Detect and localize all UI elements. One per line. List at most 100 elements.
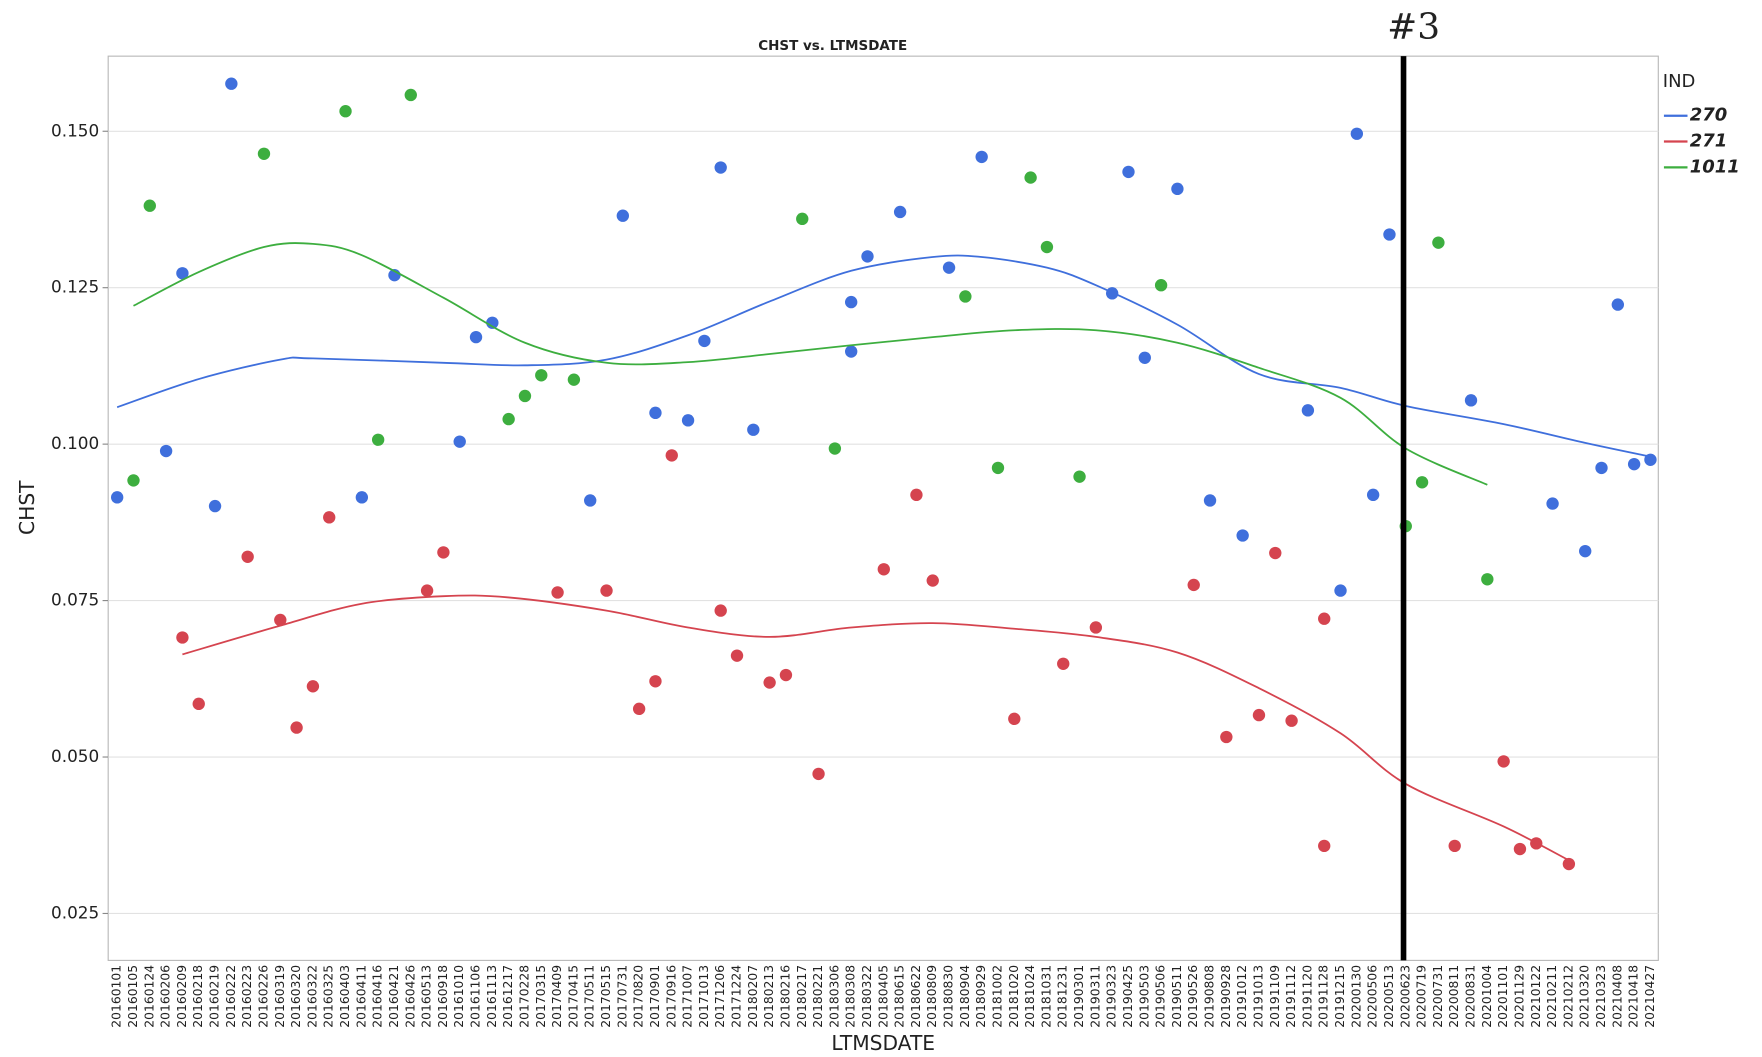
x-tick-label: 20201101 (1496, 965, 1510, 1028)
point (1154, 279, 1168, 292)
point (469, 330, 483, 344)
legend-label: 270 (1690, 105, 1728, 126)
point (665, 449, 678, 462)
point (1301, 404, 1315, 417)
x-tick-label: 20160319 (273, 965, 287, 1028)
x-tick-label: 20180207 (746, 965, 760, 1028)
x-tick-label: 20180216 (778, 965, 792, 1028)
x-tick-label: 20190928 (1219, 965, 1233, 1028)
point (1269, 546, 1282, 560)
point (893, 205, 907, 219)
point (1562, 857, 1576, 871)
x-tick-label: 20170415 (566, 965, 580, 1028)
point (1318, 612, 1331, 625)
x-tick-label: 20190311 (1088, 965, 1102, 1028)
x-tick-label: 20170315 (534, 965, 548, 1028)
x-tick-label: 20200719 (1415, 965, 1429, 1028)
x-tick-label: 20160223 (240, 965, 254, 1028)
x-tick-label: 20161106 (469, 965, 483, 1028)
smoother-line (116, 254, 1651, 458)
point (225, 77, 238, 90)
point (420, 584, 434, 597)
point (1138, 351, 1151, 364)
legend-title: IND (1663, 71, 1696, 92)
x-tick-label: 20160513 (420, 965, 434, 1028)
point (910, 488, 923, 502)
point (714, 604, 727, 617)
point (518, 389, 532, 403)
x-tick-label: 20180622 (909, 965, 923, 1028)
x-tick-label: 20180217 (795, 965, 809, 1028)
x-tick-label: 20180221 (811, 965, 825, 1028)
point (730, 649, 744, 662)
x-tick-label: 20210408 (1610, 965, 1624, 1028)
point (1448, 839, 1461, 853)
point (1203, 494, 1217, 507)
x-tick-label: 20180904 (958, 965, 972, 1028)
x-tick-label: 20171206 (713, 965, 727, 1028)
x-tick-label: 20191012 (1235, 965, 1249, 1028)
x-tick-label: 20210427 (1643, 965, 1657, 1028)
x-tick-label: 20190323 (1105, 965, 1119, 1028)
x-tick-label: 20161010 (452, 965, 466, 1028)
point (1236, 529, 1249, 542)
x-tick-label: 20170515 (599, 965, 613, 1028)
x-tick-label: 20170901 (648, 965, 662, 1028)
y-tick-label: 0.125 (51, 277, 99, 297)
x-tick-label: 20160226 (256, 965, 270, 1028)
x-tick-label: 20171224 (730, 965, 744, 1028)
point (127, 474, 140, 487)
x-tick-label: 20170511 (583, 965, 597, 1028)
point (861, 250, 874, 263)
point (942, 261, 956, 274)
point (1040, 240, 1054, 254)
point (567, 373, 581, 386)
point (763, 676, 776, 689)
point (502, 412, 515, 426)
x-tick-label: 20180615 (893, 965, 907, 1028)
x-tick-label: 20170409 (550, 965, 564, 1028)
point (1334, 584, 1347, 597)
x-tick-label: 20210211 (1545, 965, 1559, 1028)
y-tick-label: 0.100 (51, 433, 99, 453)
x-tick-label: 20200811 (1447, 965, 1461, 1028)
x-tick-label: 20160322 (305, 965, 319, 1028)
x-tick-label: 20191120 (1300, 965, 1314, 1028)
point (747, 423, 760, 436)
chart-title: CHST vs. LTMSDATE (758, 38, 907, 54)
point (1350, 127, 1364, 140)
x-tick-label: 20160416 (371, 965, 385, 1028)
y-tick-label: 0.150 (51, 120, 99, 140)
point (1611, 298, 1624, 311)
x-tick-label: 20190506 (1154, 965, 1168, 1028)
point (159, 444, 173, 458)
x-tick-label: 20160403 (338, 965, 352, 1028)
point (1497, 755, 1510, 768)
x-tick-label: 20200513 (1382, 965, 1396, 1028)
point (355, 491, 369, 504)
x-tick-label: 20201004 (1480, 965, 1494, 1028)
annotation-label: #3 (1387, 7, 1440, 48)
grid (108, 130, 1659, 915)
x-tick-label: 20200623 (1398, 965, 1412, 1028)
x-tick-label: 20200130 (1349, 965, 1363, 1028)
point (1481, 573, 1494, 586)
x-tick-label: 20160219 (208, 965, 222, 1028)
x-tick-label: 20181231 (1056, 965, 1070, 1028)
x-tick-label: 20200831 (1464, 965, 1478, 1028)
x-tick-label: 20210122 (1529, 965, 1543, 1028)
x-tick-label: 20160918 (436, 965, 450, 1028)
point (714, 161, 727, 174)
x-tick-label: 20190511 (1170, 965, 1184, 1028)
point (1089, 621, 1103, 634)
x-tick-label: 20180830 (942, 965, 956, 1028)
x-tick-label: 20160320 (289, 965, 303, 1028)
point (371, 433, 385, 446)
point (959, 290, 972, 303)
point (1105, 287, 1119, 300)
point (323, 511, 336, 524)
plot-frame (107, 55, 1659, 961)
point (1530, 837, 1543, 850)
